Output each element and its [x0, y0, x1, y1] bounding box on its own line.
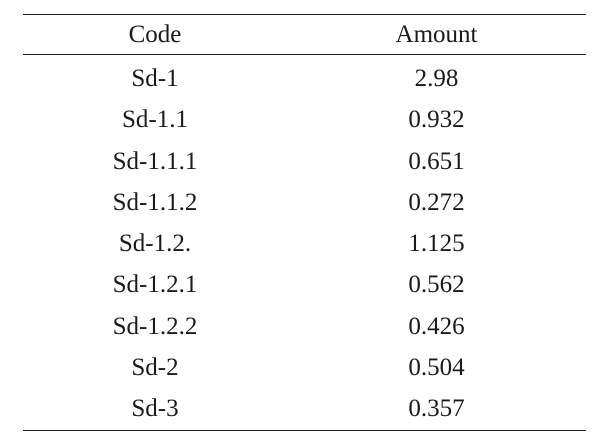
cell-code: Sd-1.1.2 — [112, 188, 198, 216]
table-header: Code Amount — [23, 14, 586, 55]
cell-amount: 0.426 — [408, 312, 465, 340]
table-row: Sd-1.2.1 0.562 — [23, 264, 586, 305]
cell-code: Sd-3 — [131, 395, 179, 423]
header-row: Code Amount — [23, 14, 586, 55]
cell-amount: 0.272 — [408, 188, 465, 216]
cell-code: Sd-1.1 — [122, 106, 188, 134]
table-row: Sd-2 0.504 — [23, 347, 586, 388]
table-row: Sd-1.1.1 0.651 — [23, 141, 586, 182]
cell-amount: 0.651 — [408, 147, 465, 175]
cell-code: Sd-1.2.2 — [112, 312, 198, 340]
header-amount: Amount — [395, 21, 478, 48]
table-row: Sd-1.2. 1.125 — [23, 223, 586, 264]
table-row: Sd-1.2.2 0.426 — [23, 306, 586, 347]
data-table-container: Code Amount Sd-1 2.98 Sd-1.1 0.932 Sd-1.… — [23, 14, 586, 431]
cell-code: Sd-1 — [131, 65, 179, 92]
data-table: Code Amount Sd-1 2.98 Sd-1.1 0.932 Sd-1.… — [23, 14, 586, 431]
cell-amount: 2.98 — [414, 65, 459, 92]
table-body: Sd-1 2.98 Sd-1.1 0.932 Sd-1.1.1 0.651 Sd… — [23, 55, 586, 431]
cell-code: Sd-1.1.1 — [112, 147, 198, 175]
cell-amount: 0.504 — [408, 354, 465, 382]
table-row: Sd-1.1 0.932 — [23, 99, 586, 140]
cell-code: Sd-2 — [131, 354, 179, 382]
cell-amount: 0.932 — [408, 106, 465, 134]
cell-amount: 0.357 — [408, 395, 465, 423]
cell-code: Sd-1.2. — [118, 230, 192, 258]
table-row: Sd-1 2.98 — [23, 55, 586, 100]
cell-amount: 1.125 — [408, 230, 465, 258]
cell-amount: 0.562 — [408, 271, 465, 299]
table-row: Sd-3 0.357 — [23, 388, 586, 431]
cell-code: Sd-1.2.1 — [112, 271, 198, 299]
table-row: Sd-1.1.2 0.272 — [23, 182, 586, 223]
header-code: Code — [128, 21, 182, 48]
